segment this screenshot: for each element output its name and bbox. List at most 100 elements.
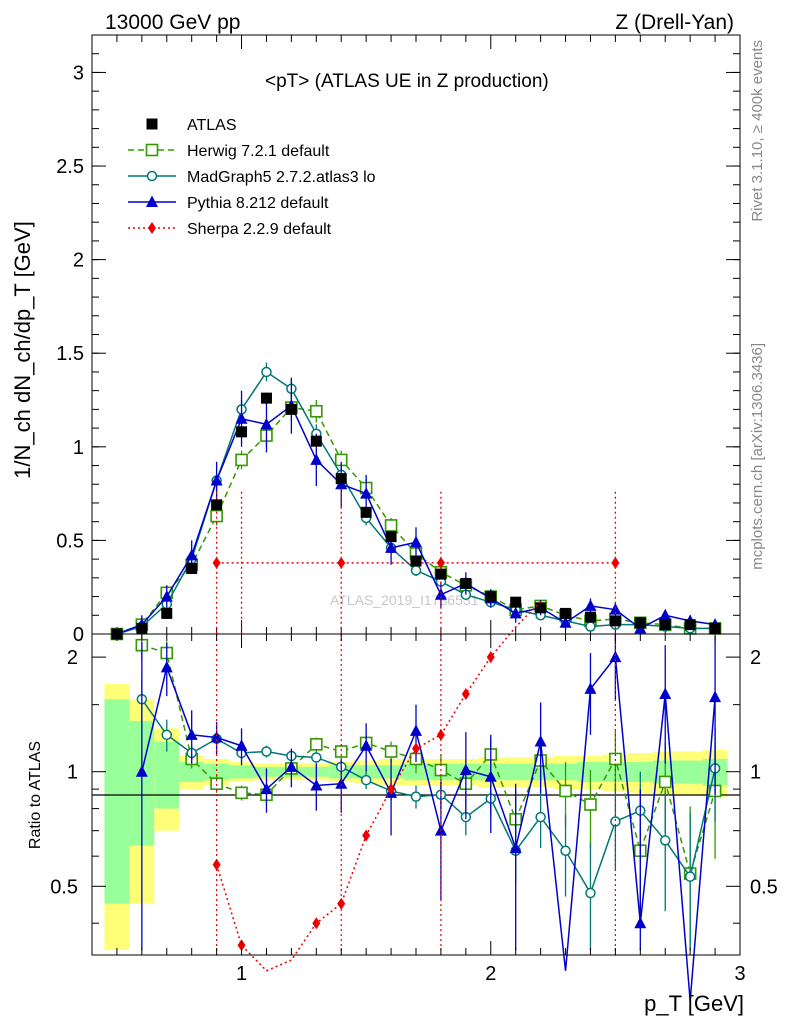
data-point [385, 541, 398, 553]
data-point [261, 746, 272, 757]
series-3 [110, 377, 722, 639]
band-green [179, 762, 205, 782]
data-point [136, 622, 148, 634]
data-point [659, 687, 672, 699]
legend-label: Pythia 8.212 default [187, 195, 329, 212]
y-tick-label: 0.5 [56, 530, 84, 552]
legend-label: Herwig 7.2.1 default [187, 143, 330, 160]
ratio-tick-label-right: 2 [750, 647, 761, 669]
series-4 [212, 491, 620, 634]
data-point [362, 829, 371, 842]
data-point [260, 782, 273, 795]
data-point [310, 404, 323, 418]
data-point [410, 565, 422, 576]
data-point [459, 763, 472, 776]
band-green [503, 763, 529, 781]
data-point [559, 784, 572, 798]
data-point [535, 602, 547, 614]
data-point [434, 588, 447, 600]
data-point [260, 417, 273, 430]
data-point [659, 608, 672, 621]
data-point [160, 660, 173, 673]
series-0 [111, 392, 721, 640]
data-point [210, 474, 223, 486]
header-left: 13000 GeV pp [105, 11, 240, 34]
ratio-tick-label-right: 1 [750, 762, 761, 784]
data-point [185, 548, 198, 561]
legend-label: MadGraph5 2.7.2.atlas3 lo [187, 169, 376, 186]
y-tick-label: 2.5 [56, 156, 84, 178]
data-point [510, 596, 522, 608]
y-axis-label: 1/N_ch dN_ch/dp_T [GeV] [10, 221, 35, 479]
data-point [609, 603, 622, 615]
data-point [387, 783, 396, 796]
data-point [412, 742, 420, 755]
data-point [310, 778, 323, 791]
data-point [535, 811, 546, 823]
data-point [235, 453, 248, 467]
data-point [484, 770, 497, 782]
data-point [337, 897, 346, 910]
data-point [160, 590, 173, 602]
y-tick-label: 1.5 [56, 343, 84, 365]
x-tick-label: 3 [734, 963, 745, 985]
data-point [584, 599, 597, 611]
data-point [509, 606, 522, 619]
y-tick-label: 2 [73, 250, 84, 272]
data-point [335, 473, 347, 485]
data-point [337, 556, 346, 569]
data-point [161, 607, 173, 619]
data-point [360, 774, 372, 786]
data-point [461, 687, 470, 700]
data-point [659, 835, 671, 846]
data-point [360, 506, 372, 518]
data-point [584, 798, 597, 811]
data-point [186, 562, 198, 574]
band-green [677, 760, 703, 784]
ratio-tick-label: 1 [67, 762, 78, 784]
data-point [212, 556, 221, 569]
data-point [709, 622, 721, 634]
y-tick-label: 1 [73, 437, 84, 459]
y-tick-label: 0 [73, 624, 84, 646]
data-point [609, 650, 622, 663]
data-point [146, 195, 158, 207]
data-point [584, 682, 597, 694]
data-point [435, 568, 447, 580]
data-point [310, 453, 323, 465]
rivet-version-text: Rivet 3.1.10, ≥ 400k events [749, 40, 766, 222]
data-point [312, 917, 321, 930]
ratio-axis-ticks: 1 2 3 0.5 0.5 1 1 2 2 [50, 634, 778, 985]
legend-label: ATLAS [187, 117, 237, 134]
data-point [360, 487, 373, 499]
chart-title: <pT> (ATLAS UE in Z production) [265, 71, 549, 92]
data-point [210, 730, 223, 743]
band-green [154, 741, 180, 809]
x-axis-label: p_T [GeV] [644, 991, 744, 1016]
data-point [235, 412, 248, 424]
data-point [384, 745, 398, 758]
ratio-series-3 [135, 634, 722, 1001]
mcplots-text: mcplots.cern.ch [arXiv:1306.3436] [749, 343, 766, 570]
ratio-tick-label-right: 0.5 [750, 876, 778, 898]
data-point [634, 617, 646, 629]
analysis-watermark: ATLAS_2019_I1736531 [330, 592, 479, 608]
data-point [509, 841, 522, 854]
data-point [560, 845, 571, 856]
data-point [384, 519, 398, 532]
ratio-tick-label: 2 [67, 647, 78, 669]
data-point [684, 619, 696, 631]
data-point [261, 366, 272, 378]
x-tick-label: 2 [485, 963, 496, 985]
data-point [609, 615, 621, 627]
data-point [634, 916, 647, 929]
data-point [436, 556, 445, 569]
band-green [204, 763, 230, 781]
data-point [146, 118, 158, 130]
data-point [410, 724, 422, 736]
ratio-tick-label: 0.5 [50, 876, 78, 898]
ratio-series-2 [136, 679, 721, 951]
x-tick-label: 1 [236, 963, 247, 985]
data-point [360, 739, 373, 751]
ratio-panel: 1 2 3 0.5 0.5 1 1 2 2 [50, 600, 778, 1001]
